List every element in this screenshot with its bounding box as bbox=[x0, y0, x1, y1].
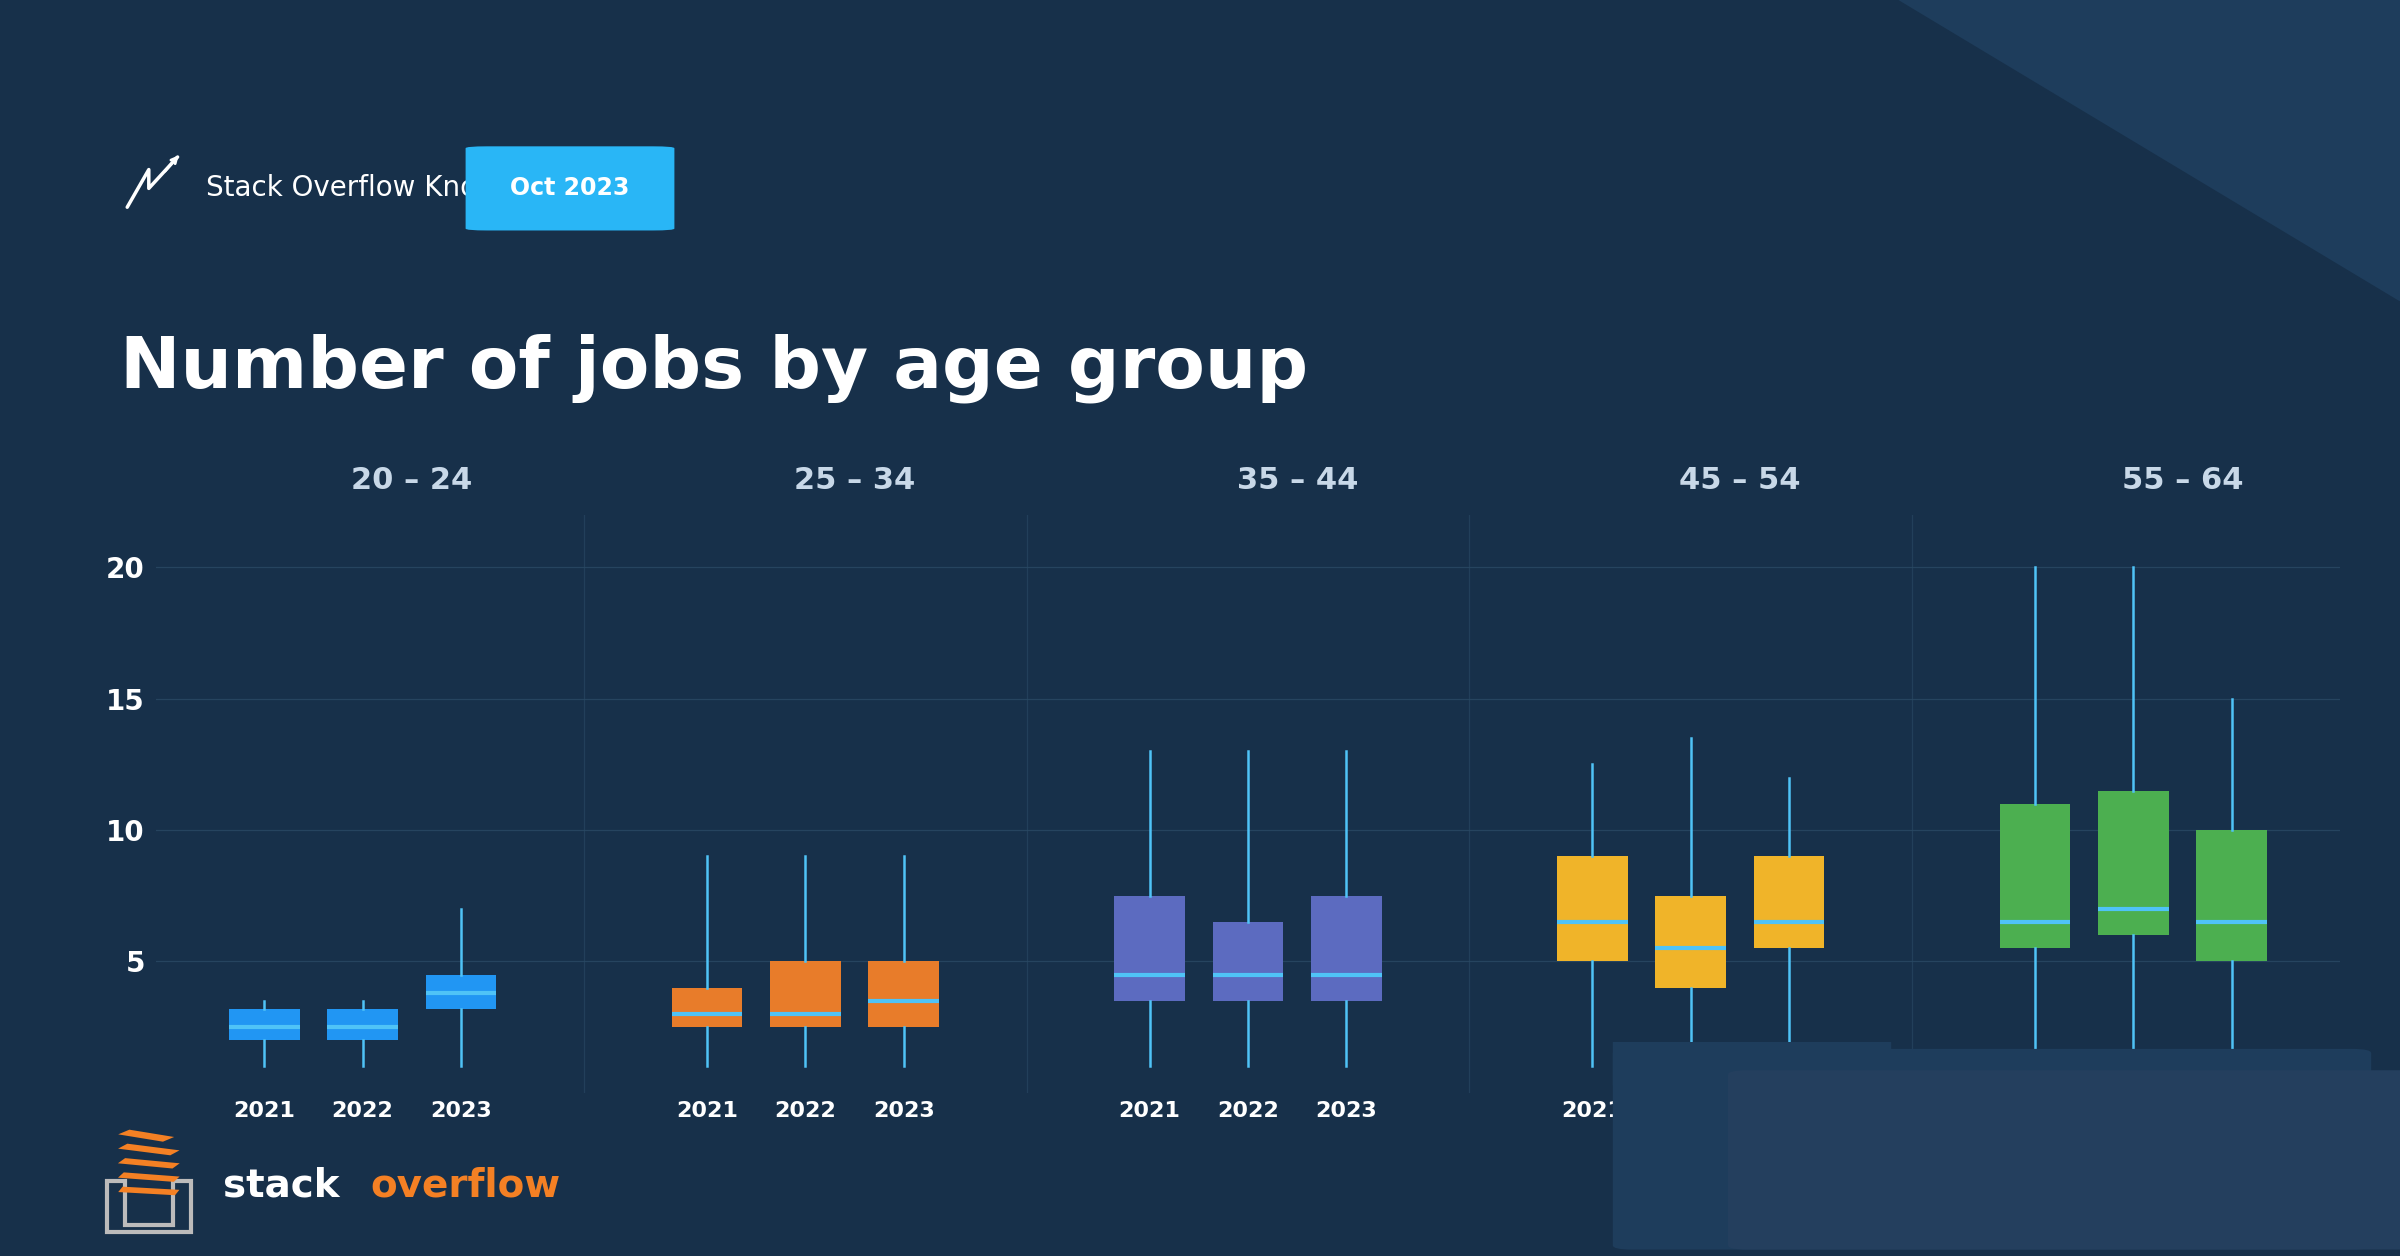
FancyBboxPatch shape bbox=[1613, 1027, 1891, 1089]
Text: 25 – 34: 25 – 34 bbox=[794, 466, 914, 495]
Bar bbox=[118, 1172, 180, 1182]
Bar bbox=[2098, 791, 2170, 936]
Text: overflow: overflow bbox=[370, 1167, 562, 1205]
Text: 55 – 64: 55 – 64 bbox=[2122, 466, 2244, 495]
Bar bbox=[326, 1009, 398, 1040]
Bar bbox=[869, 961, 938, 1027]
Text: 20 – 24: 20 – 24 bbox=[350, 466, 473, 495]
Text: Stack Overflow Knows: Stack Overflow Knows bbox=[206, 175, 514, 202]
Text: Oct 2023: Oct 2023 bbox=[511, 176, 629, 201]
Bar bbox=[1212, 922, 1284, 1001]
Bar bbox=[1310, 896, 1382, 1001]
Bar bbox=[425, 975, 497, 1009]
Bar bbox=[228, 1009, 300, 1040]
Text: 45 – 54: 45 – 54 bbox=[1680, 466, 1800, 495]
Text: 35 – 44: 35 – 44 bbox=[1236, 466, 1358, 495]
Bar bbox=[118, 1158, 180, 1168]
Text: Number of jobs by age group: Number of jobs by age group bbox=[120, 334, 1308, 403]
FancyBboxPatch shape bbox=[466, 146, 674, 230]
FancyBboxPatch shape bbox=[1728, 1070, 2400, 1250]
Polygon shape bbox=[1898, 0, 2400, 301]
Bar bbox=[118, 1129, 175, 1142]
Bar bbox=[118, 1144, 180, 1156]
Bar bbox=[2196, 830, 2268, 961]
Bar bbox=[1999, 804, 2071, 948]
Bar bbox=[1754, 857, 1824, 948]
Bar bbox=[1656, 896, 1726, 987]
Text: stack: stack bbox=[223, 1167, 338, 1205]
FancyBboxPatch shape bbox=[1613, 1049, 2371, 1250]
Bar bbox=[770, 961, 840, 1027]
Bar bbox=[1114, 896, 1186, 1001]
Bar bbox=[1558, 857, 1627, 961]
Bar bbox=[118, 1187, 180, 1196]
Bar bbox=[672, 987, 742, 1027]
